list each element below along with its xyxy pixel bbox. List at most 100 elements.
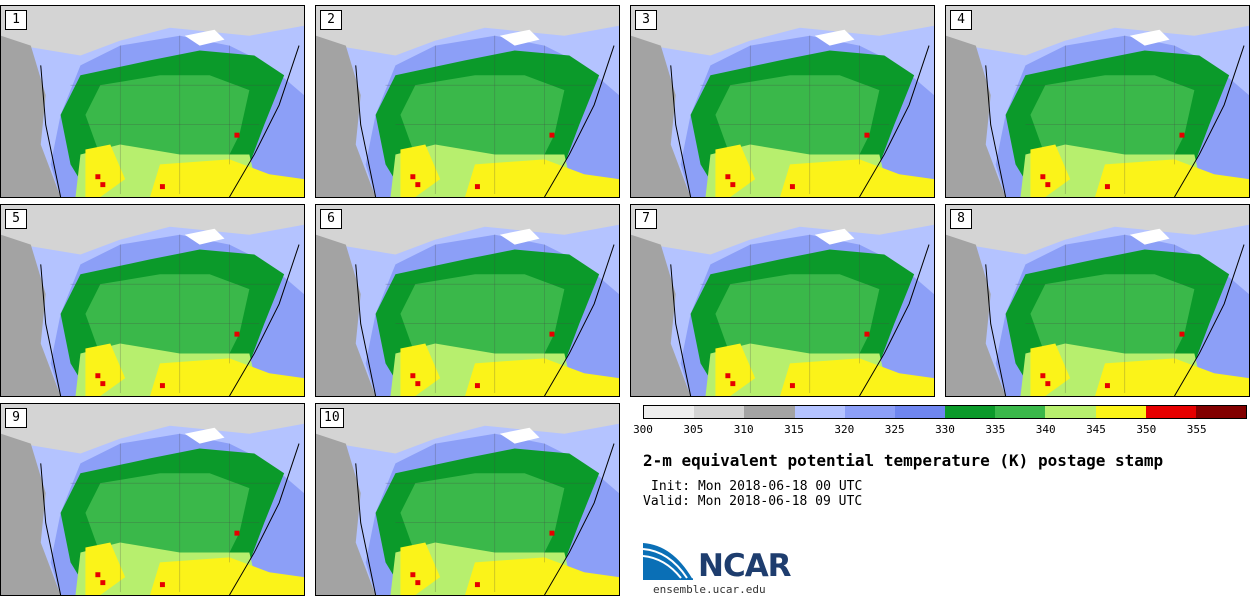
colorbar-segment <box>844 406 895 418</box>
hot-spot <box>1045 182 1051 188</box>
hot-spot <box>789 383 795 389</box>
map-yellow-texas <box>1030 144 1071 197</box>
hot-spot <box>1104 184 1110 190</box>
map-gray-north <box>631 205 934 255</box>
hot-spot <box>725 373 731 379</box>
map-lake-superior <box>499 228 540 245</box>
map-yellow-gulf <box>465 557 619 595</box>
map-yellow-gulf <box>780 159 934 197</box>
map-yellow-texas <box>85 144 126 197</box>
chart-title: 2-m equivalent potential temperature (K)… <box>643 451 1164 470</box>
map-yellow-gulf <box>150 159 304 197</box>
map-yellow-texas <box>715 343 756 396</box>
member-number-label: 4 <box>950 10 972 30</box>
coastline <box>355 45 615 197</box>
colorbar-segment <box>1095 406 1146 418</box>
member-number-label: 3 <box>635 10 657 30</box>
colorbar-tick-label: 320 <box>834 423 855 436</box>
hot-spot <box>1179 132 1185 138</box>
ncar-logo-icon <box>643 541 694 580</box>
hot-spot <box>159 582 165 588</box>
coastline <box>670 244 930 396</box>
hot-spot <box>100 182 106 188</box>
map-gray-north <box>1 404 304 454</box>
ncar-logo-text: NCAR <box>698 548 792 584</box>
ensemble-member-panel: 5 <box>0 204 305 397</box>
init-time: Init: Mon 2018-06-18 00 UTC <box>651 479 863 494</box>
map-gray-west <box>316 35 376 197</box>
state-borders <box>70 433 280 593</box>
hot-spot <box>415 580 421 586</box>
hot-spot <box>415 381 421 387</box>
ensemble-member-panel: 1 <box>0 5 305 198</box>
hot-spot <box>474 383 480 389</box>
hot-spot <box>1179 331 1185 337</box>
coastline <box>985 244 1245 396</box>
colorbar-segment <box>1145 406 1196 418</box>
ensemble-member-panel: 10 <box>315 403 620 596</box>
colorbar-tick-label: 305 <box>683 423 704 436</box>
map-yellow-texas <box>1030 343 1071 396</box>
colorbar-segment <box>894 406 946 418</box>
state-borders <box>1015 35 1225 195</box>
site-url[interactable]: ensemble.ucar.edu <box>653 583 766 596</box>
colorbar-tick-label: 335 <box>985 423 1006 436</box>
map-gray-north <box>316 404 619 454</box>
member-number-label: 9 <box>5 408 27 428</box>
map-yellow-gulf <box>150 557 304 595</box>
colorbar-tick-label: 330 <box>935 423 955 436</box>
map-gray-west <box>631 234 691 396</box>
member-number-label: 7 <box>635 209 657 229</box>
map-gray-north <box>946 6 1249 56</box>
colorbar <box>643 405 1247 419</box>
map-yellow-texas <box>715 144 756 197</box>
colorbar-tick-label: 345 <box>1086 423 1106 436</box>
ensemble-member-panel: 9 <box>0 403 305 596</box>
hot-spot <box>100 381 106 387</box>
colorbar-segment <box>744 406 795 418</box>
map-yellow-texas <box>400 343 441 396</box>
map-svg <box>316 205 619 396</box>
colorbar-segment <box>794 406 845 418</box>
map-gray-west <box>316 234 376 396</box>
map-gray-north <box>1 6 304 56</box>
map-yellow-texas <box>400 144 441 197</box>
hot-spot <box>95 373 101 379</box>
state-borders <box>385 234 595 394</box>
hot-spot <box>410 174 416 180</box>
coastline <box>355 244 615 396</box>
ensemble-member-panel: 4 <box>945 5 1250 198</box>
member-number-label: 6 <box>320 209 342 229</box>
map-gray-north <box>316 205 619 255</box>
map-gray-north <box>1 205 304 255</box>
ensemble-member-panel: 3 <box>630 5 935 198</box>
hot-spot <box>474 582 480 588</box>
map-yellow-gulf <box>465 358 619 396</box>
map-yellow-gulf <box>150 358 304 396</box>
map-svg <box>946 205 1249 396</box>
map-lake-superior <box>814 228 855 245</box>
hot-spot <box>864 132 870 138</box>
hot-spot <box>1104 383 1110 389</box>
colorbar-tick-label: 350 <box>1136 423 1157 436</box>
map-svg <box>1 404 304 595</box>
hot-spot <box>159 383 165 389</box>
map-svg <box>946 6 1249 197</box>
colorbar-segment <box>1195 406 1247 418</box>
map-lake-superior <box>814 29 855 46</box>
ensemble-member-panel: 8 <box>945 204 1250 397</box>
hot-spot <box>234 530 240 536</box>
coastline <box>670 45 930 197</box>
valid-time: Valid: Mon 2018-06-18 09 UTC <box>643 494 863 509</box>
map-lake-superior <box>184 427 225 444</box>
hot-spot <box>789 184 795 190</box>
colorbar-segment <box>644 406 695 418</box>
colorbar-tick-label: 340 <box>1035 423 1056 436</box>
coastline <box>355 443 615 595</box>
state-borders <box>700 234 910 394</box>
colorbar-ticks: 300 305 310 315 320 325 330 335 340 345 … <box>633 423 1247 439</box>
colorbar-tick-label: 315 <box>784 423 804 436</box>
state-borders <box>385 35 595 195</box>
map-yellow-gulf <box>465 159 619 197</box>
map-lake-superior <box>499 427 540 444</box>
